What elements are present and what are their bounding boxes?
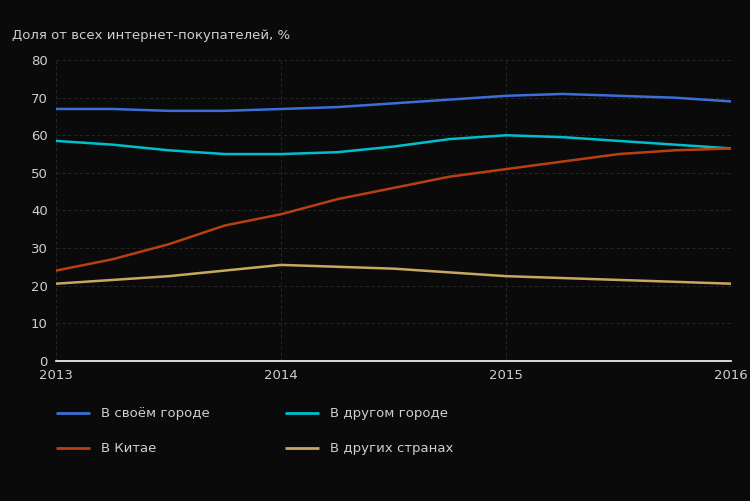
Text: В своём городе: В своём городе [101, 407, 210, 420]
Text: В других странах: В других странах [330, 442, 453, 455]
Text: В другом городе: В другом городе [330, 407, 448, 420]
Text: В Китае: В Китае [101, 442, 157, 455]
Text: Доля от всех интернет-покупателей, %: Доля от всех интернет-покупателей, % [12, 29, 290, 42]
